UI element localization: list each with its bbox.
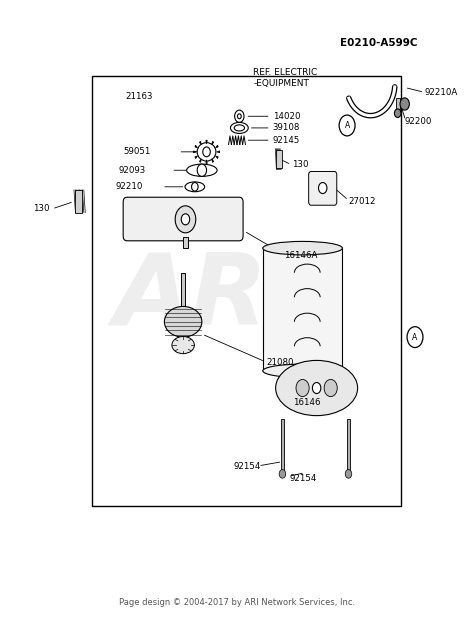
Text: 21080: 21080 (266, 358, 293, 367)
Circle shape (203, 147, 210, 157)
Circle shape (407, 327, 423, 347)
Ellipse shape (234, 125, 245, 131)
Circle shape (197, 164, 207, 176)
Text: 92210: 92210 (115, 183, 143, 191)
Wedge shape (193, 151, 196, 153)
Text: 92093: 92093 (119, 166, 146, 175)
Bar (181, 273, 185, 328)
Ellipse shape (276, 360, 357, 415)
Wedge shape (200, 141, 201, 145)
Text: 130: 130 (292, 160, 309, 169)
Text: 92145: 92145 (273, 136, 300, 145)
Text: 16146: 16146 (293, 397, 321, 407)
Circle shape (181, 214, 190, 225)
Circle shape (319, 183, 327, 194)
Wedge shape (195, 145, 198, 148)
Circle shape (175, 206, 196, 233)
Text: 92200: 92200 (405, 117, 432, 126)
Circle shape (191, 183, 198, 191)
Bar (75, 190, 82, 213)
Ellipse shape (185, 182, 205, 192)
Ellipse shape (263, 241, 342, 255)
Text: 27012: 27012 (348, 197, 376, 206)
Bar (281, 418, 283, 473)
Circle shape (394, 109, 401, 118)
Circle shape (279, 470, 286, 478)
Text: 130: 130 (33, 204, 50, 214)
Circle shape (235, 110, 244, 123)
Circle shape (400, 98, 410, 110)
Text: 39108: 39108 (273, 123, 300, 132)
Circle shape (339, 115, 355, 136)
Text: 16146A: 16146A (284, 251, 317, 260)
Wedge shape (195, 156, 198, 158)
FancyBboxPatch shape (309, 171, 337, 206)
Text: 92154: 92154 (234, 462, 261, 471)
Circle shape (324, 379, 337, 397)
Ellipse shape (263, 364, 342, 378)
Wedge shape (212, 141, 214, 145)
FancyBboxPatch shape (123, 197, 243, 241)
Wedge shape (217, 151, 219, 153)
Text: E0210-A599C: E0210-A599C (340, 38, 418, 48)
Ellipse shape (187, 164, 217, 176)
Circle shape (345, 470, 352, 478)
Bar (347, 418, 350, 473)
Wedge shape (216, 145, 218, 148)
Text: 92210A: 92210A (424, 88, 457, 97)
Bar (276, 150, 282, 168)
Ellipse shape (164, 306, 202, 337)
Bar (183, 236, 188, 248)
Text: REF. ELECTRIC
-EQUIPMENT: REF. ELECTRIC -EQUIPMENT (254, 68, 318, 89)
Wedge shape (200, 158, 201, 162)
Wedge shape (206, 140, 207, 144)
Bar (396, 98, 400, 113)
Ellipse shape (197, 142, 216, 161)
Wedge shape (206, 160, 207, 163)
Wedge shape (212, 158, 214, 162)
Circle shape (237, 114, 241, 119)
Text: 21163: 21163 (126, 92, 153, 100)
Text: ARI: ARI (113, 249, 305, 346)
Text: 14020: 14020 (273, 112, 300, 121)
Circle shape (296, 379, 309, 397)
Ellipse shape (172, 337, 194, 353)
Text: A: A (345, 121, 350, 130)
Text: A: A (412, 332, 418, 342)
Wedge shape (216, 156, 218, 158)
Circle shape (312, 383, 321, 394)
Text: Page design © 2004-2017 by ARI Network Services, Inc.: Page design © 2004-2017 by ARI Network S… (119, 598, 355, 607)
Text: 59051: 59051 (124, 147, 151, 157)
Bar (263, 248, 342, 371)
Text: 92154: 92154 (290, 474, 317, 483)
Ellipse shape (230, 123, 248, 134)
